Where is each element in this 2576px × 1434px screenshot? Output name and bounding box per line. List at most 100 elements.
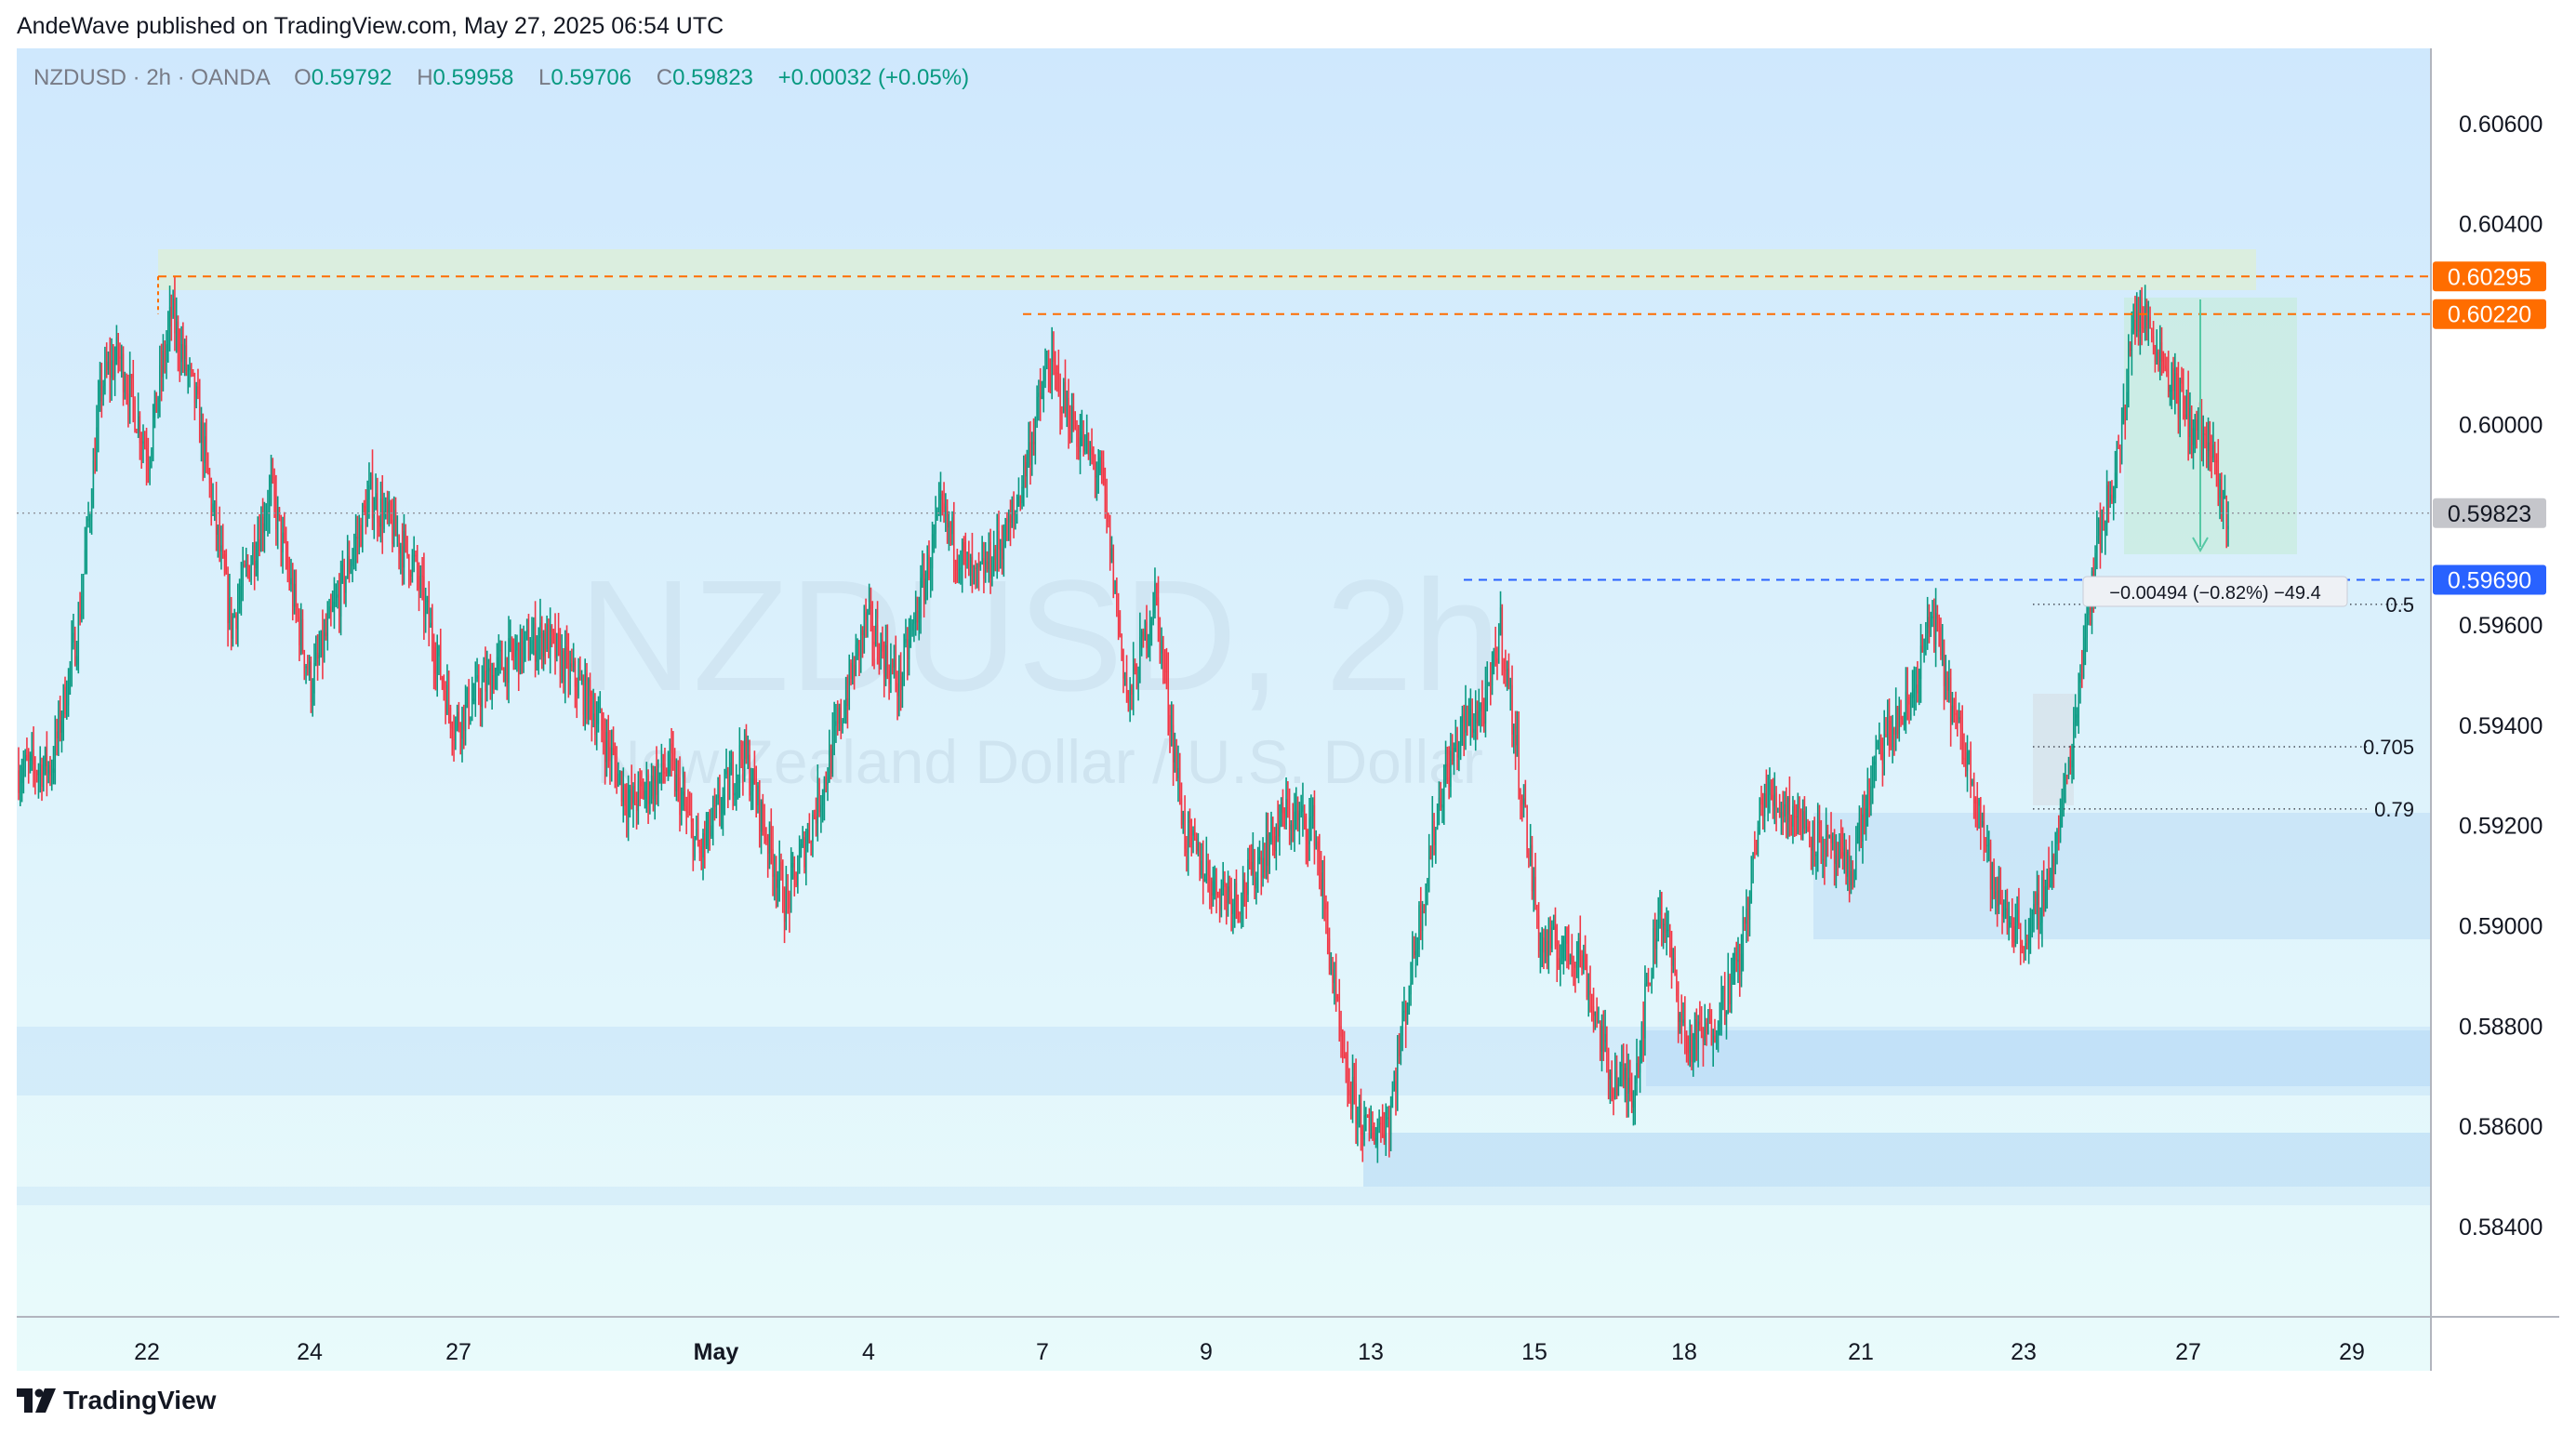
candle bbox=[189, 357, 191, 388]
candle bbox=[2082, 625, 2085, 680]
candle bbox=[605, 719, 608, 777]
candle bbox=[455, 716, 457, 750]
candle bbox=[1928, 604, 1931, 644]
candle bbox=[1042, 365, 1045, 413]
candle bbox=[968, 540, 970, 577]
candle bbox=[2119, 444, 2121, 473]
candle bbox=[58, 700, 60, 756]
y-tick-label: 0.58400 bbox=[2459, 1215, 2543, 1241]
candle bbox=[456, 704, 458, 732]
candle bbox=[1816, 803, 1819, 872]
candle bbox=[1053, 331, 1055, 376]
y-tick-label: 0.58800 bbox=[2459, 1014, 2543, 1040]
candle bbox=[107, 351, 110, 375]
candle bbox=[572, 643, 575, 672]
candle bbox=[1169, 704, 1171, 753]
candle bbox=[2128, 334, 2130, 408]
candle bbox=[2001, 889, 2003, 935]
candle bbox=[1287, 781, 1289, 818]
candle bbox=[257, 516, 259, 581]
y-tick-label: 0.59200 bbox=[2459, 814, 2543, 840]
candle bbox=[1905, 667, 1907, 735]
candle bbox=[536, 635, 538, 671]
candle bbox=[1068, 378, 1069, 449]
candle bbox=[170, 294, 173, 341]
candle bbox=[335, 583, 338, 607]
candle bbox=[136, 428, 138, 434]
candle bbox=[654, 765, 657, 820]
tradingview-brand[interactable]: TradingView bbox=[17, 1386, 216, 1415]
candle bbox=[2084, 613, 2087, 666]
candle bbox=[1197, 832, 1200, 856]
candle bbox=[920, 564, 922, 634]
candle bbox=[1220, 879, 1223, 918]
candle bbox=[687, 789, 689, 818]
candle bbox=[1256, 846, 1259, 894]
candle bbox=[1805, 806, 1808, 834]
candle bbox=[846, 674, 849, 729]
candle bbox=[775, 856, 777, 909]
candle bbox=[1919, 623, 1922, 703]
candle bbox=[1093, 445, 1095, 471]
candle bbox=[1577, 933, 1580, 984]
candle bbox=[804, 829, 807, 886]
candle bbox=[1587, 973, 1590, 1017]
candle bbox=[1435, 827, 1437, 864]
candle bbox=[859, 624, 862, 673]
demand-zone-3 bbox=[17, 1027, 2431, 1095]
candle bbox=[1782, 790, 1785, 836]
candle bbox=[35, 769, 38, 783]
candle bbox=[308, 655, 311, 682]
candle bbox=[1737, 936, 1739, 984]
candle bbox=[160, 343, 163, 402]
candle bbox=[1807, 818, 1809, 832]
candle bbox=[620, 770, 623, 807]
candle bbox=[1689, 1019, 1691, 1068]
candle bbox=[1038, 379, 1040, 421]
x-tick-label: 21 bbox=[1848, 1339, 1874, 1365]
candle bbox=[312, 678, 314, 717]
candle bbox=[2212, 421, 2214, 463]
candle bbox=[299, 603, 302, 656]
candle bbox=[1271, 817, 1274, 856]
candle bbox=[2181, 366, 2183, 392]
candle bbox=[180, 325, 182, 376]
candle bbox=[923, 553, 925, 617]
candle bbox=[1881, 737, 1884, 787]
candle bbox=[2135, 292, 2138, 338]
candle bbox=[1871, 756, 1874, 804]
candle bbox=[565, 625, 568, 670]
candle bbox=[66, 680, 68, 720]
candle bbox=[2048, 846, 2050, 890]
candle bbox=[1127, 689, 1130, 712]
candle bbox=[1505, 649, 1507, 687]
candle bbox=[2097, 517, 2100, 544]
candle bbox=[1797, 792, 1799, 835]
candle bbox=[673, 748, 676, 797]
candle bbox=[521, 628, 524, 674]
candle bbox=[1634, 1075, 1637, 1125]
candle bbox=[1611, 1060, 1613, 1102]
candle bbox=[639, 768, 641, 806]
candle bbox=[1524, 779, 1527, 808]
candle bbox=[1934, 588, 1937, 668]
candle bbox=[790, 847, 792, 913]
candle bbox=[1995, 877, 1997, 915]
candle bbox=[92, 447, 95, 509]
candle bbox=[145, 427, 148, 486]
candle bbox=[765, 827, 767, 845]
candle bbox=[1044, 348, 1046, 389]
candle bbox=[446, 664, 448, 715]
candle bbox=[1178, 752, 1181, 805]
candle bbox=[937, 482, 940, 516]
candle bbox=[2052, 853, 2055, 888]
candle bbox=[1507, 653, 1510, 690]
chart-area[interactable]: NZDUSD, 2h New Zealand Dollar / U.S. Dol… bbox=[17, 48, 2559, 1371]
candle bbox=[1991, 861, 1994, 909]
candle bbox=[1262, 837, 1264, 887]
candle bbox=[193, 372, 196, 420]
candle bbox=[1516, 710, 1519, 757]
price-chart[interactable]: NZDUSD, 2h New Zealand Dollar / U.S. Dol… bbox=[17, 48, 2559, 1371]
candle bbox=[1963, 733, 1965, 767]
demand-zone-1 bbox=[1813, 813, 2431, 939]
